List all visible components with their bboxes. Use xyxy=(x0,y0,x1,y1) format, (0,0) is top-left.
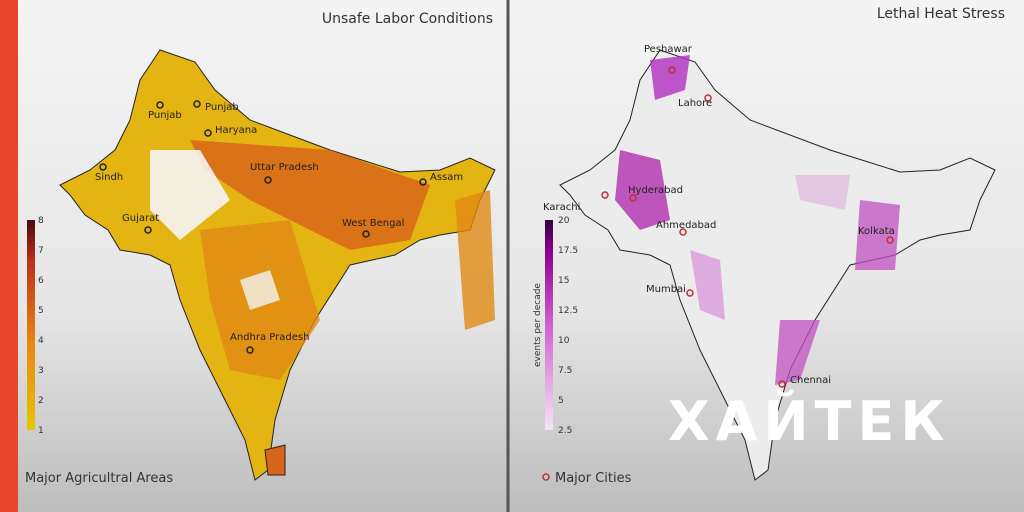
colorbar-tick: 7.5 xyxy=(558,366,572,376)
region-marker xyxy=(264,176,272,184)
city-marker xyxy=(629,194,637,202)
region-label: Punjab xyxy=(205,102,239,113)
city-marker xyxy=(686,289,694,297)
colorbar-tick: 15 xyxy=(558,276,569,286)
colorbar-label: events per decade xyxy=(533,283,543,367)
colorbar-tick: 3 xyxy=(38,366,44,376)
city-label: Chennai xyxy=(790,375,831,386)
region-marker xyxy=(156,101,164,109)
region-marker xyxy=(246,346,254,354)
watermark: ХАЙТЕК xyxy=(668,390,950,453)
colorbar-tick: 1 xyxy=(38,426,44,436)
city-marker xyxy=(778,380,786,388)
city-label: Kolkata xyxy=(858,226,895,237)
region-marker xyxy=(99,163,107,171)
region-marker xyxy=(144,226,152,234)
legend: Major Cities xyxy=(555,471,632,486)
colorbar-tick: 5 xyxy=(558,396,564,406)
city-label: Mumbai xyxy=(646,284,686,295)
panel-title: Lethal Heat Stress xyxy=(877,6,1005,22)
region-label: West Bengal xyxy=(342,218,404,229)
region-marker xyxy=(204,129,212,137)
colorbar xyxy=(545,220,553,430)
colorbar-tick: 4 xyxy=(38,336,44,346)
region-marker xyxy=(419,178,427,186)
city-label: Peshawar xyxy=(644,44,693,55)
city-marker xyxy=(886,236,894,244)
legend: Major Agricultral Areas xyxy=(25,471,173,486)
left-map: Unsafe Labor Conditions Major Agricultra… xyxy=(25,11,496,486)
city-label: Ahmedabad xyxy=(656,220,716,231)
city-label: Lahore xyxy=(678,98,712,109)
region-label: Punjab xyxy=(148,110,182,121)
city-marker xyxy=(679,228,687,236)
panel-title: Unsafe Labor Conditions xyxy=(322,11,493,27)
colorbar xyxy=(27,220,35,430)
region-label: Uttar Pradesh xyxy=(250,162,319,173)
colorbar-tick: 17.5 xyxy=(558,246,578,256)
colorbar-tick: 20 xyxy=(558,216,570,226)
city-marker xyxy=(668,66,676,74)
region-label: Andhra Pradesh xyxy=(230,332,309,343)
colorbar-tick: 2 xyxy=(38,396,44,406)
legend-marker xyxy=(542,473,550,481)
colorbar-tick: 7 xyxy=(38,246,44,256)
region-label: Assam xyxy=(430,172,463,183)
right-map: Lethal Heat Stress events per decade Maj… xyxy=(533,6,1005,486)
city-label: Hyderabad xyxy=(628,185,683,196)
region-label: Gujarat xyxy=(122,213,159,224)
region-marker xyxy=(362,230,370,238)
region-label: Sindh xyxy=(95,172,123,183)
city-marker xyxy=(601,191,609,199)
colorbar-tick: 10 xyxy=(558,336,570,346)
region-label: Haryana xyxy=(215,125,257,136)
accent-strip xyxy=(0,0,18,512)
colorbar-tick: 6 xyxy=(38,276,44,286)
colorbar-tick: 2.5 xyxy=(558,426,572,436)
colorbar-tick: 5 xyxy=(38,306,44,316)
city-label: Karachi xyxy=(543,202,580,213)
city-marker xyxy=(704,94,712,102)
region-marker xyxy=(193,100,201,108)
colorbar-tick: 8 xyxy=(38,216,44,226)
colorbar-tick: 12.5 xyxy=(558,306,578,316)
